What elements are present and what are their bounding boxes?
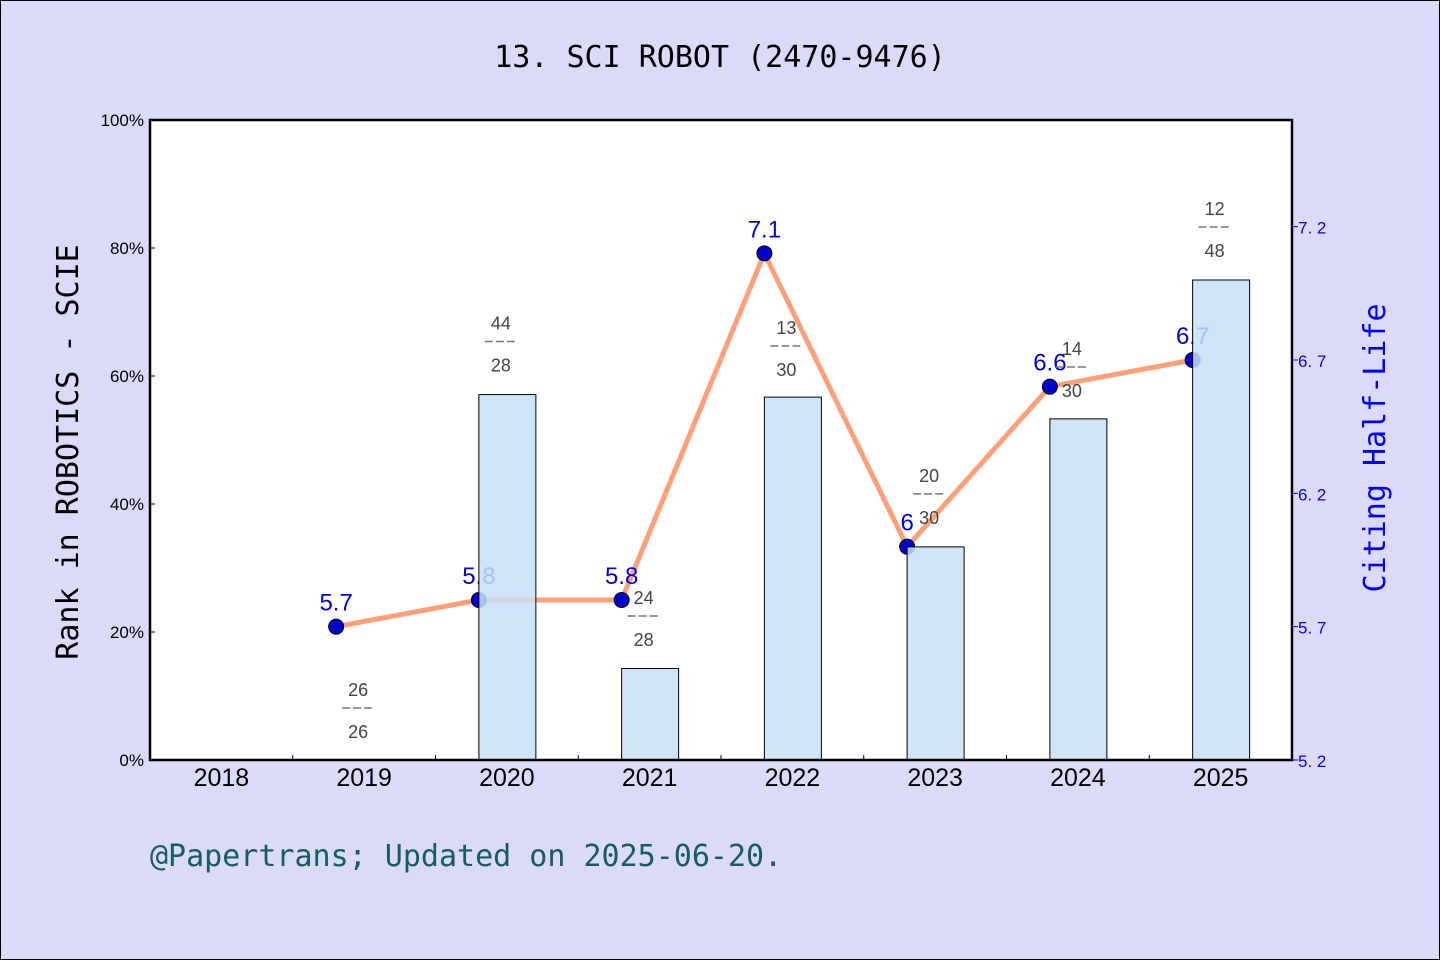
half-life-label: 7.1	[748, 216, 781, 243]
rank-bar	[1192, 279, 1251, 761]
y-right-tick-label: 6. 7	[1298, 352, 1326, 371]
rank-label-denominator: 30	[919, 508, 939, 528]
rank-label-numerator: 20	[919, 466, 939, 486]
x-tick-label: 2021	[622, 764, 678, 792]
rank-label-denominator: 28	[634, 630, 654, 650]
half-life-label: 5.7	[319, 590, 352, 617]
x-tick-label: 2023	[907, 764, 963, 792]
rank-label-numerator: 12	[1205, 199, 1225, 219]
x-tick-label: 2025	[1193, 764, 1249, 792]
rank-bar	[763, 396, 822, 761]
y-tick-label: 80%	[110, 239, 144, 258]
plot-area	[150, 120, 1292, 760]
chart-title: 13. SCI ROBOT (2470-9476)	[494, 40, 946, 75]
y-tick-label: 60%	[110, 367, 144, 386]
half-life-point	[613, 592, 630, 608]
rank-label-denominator: 30	[1062, 381, 1082, 401]
x-tick-label: 2020	[479, 764, 535, 792]
y-right-tick-label: 6. 2	[1298, 485, 1326, 504]
rank-label-denominator: 30	[776, 360, 796, 380]
rank-label-numerator: 13	[776, 318, 796, 338]
y-tick-label: 100%	[101, 111, 144, 130]
half-life-point	[328, 618, 345, 635]
rank-label-denominator: 28	[491, 356, 511, 376]
rank-bar	[478, 394, 537, 761]
half-life-point	[1041, 378, 1058, 395]
y-right-tick-label: 7. 2	[1298, 219, 1326, 238]
rank-label-numerator: 14	[1062, 339, 1082, 359]
y-tick-label: 20%	[110, 623, 144, 642]
x-tick-label: 2019	[336, 764, 392, 792]
y-right-tick-label: 5. 7	[1298, 619, 1326, 638]
rank-label-denominator: 48	[1205, 241, 1225, 261]
rank-label-numerator: 44	[491, 314, 511, 334]
y-axis-right-label: Citing Half-Life	[1358, 304, 1393, 593]
y-axis-label: Rank in ROBOTICS - SCIE	[51, 244, 86, 659]
y-tick-label: 0%	[119, 751, 144, 770]
half-life-point	[756, 245, 773, 262]
half-life-label: 6	[900, 510, 913, 537]
rank-label-denominator: 26	[348, 722, 368, 742]
half-life-label: 5.8	[605, 563, 638, 590]
rank-bar	[906, 546, 965, 761]
y-tick-label: 40%	[110, 495, 144, 514]
rank-label-numerator: 24	[634, 588, 654, 608]
half-life-label: 6.6	[1033, 350, 1066, 377]
y-right-tick-label: 5. 2	[1298, 752, 1326, 771]
x-tick-label: 2022	[765, 764, 821, 792]
footer-credit: @Papertrans; Updated on 2025-06-20.	[150, 839, 782, 874]
x-tick-label: 2024	[1050, 764, 1106, 792]
rank-label-numerator: 26	[348, 680, 368, 700]
rank-bar	[621, 667, 680, 761]
rank-bar	[1049, 418, 1108, 761]
x-tick-label: 2018	[194, 764, 250, 792]
